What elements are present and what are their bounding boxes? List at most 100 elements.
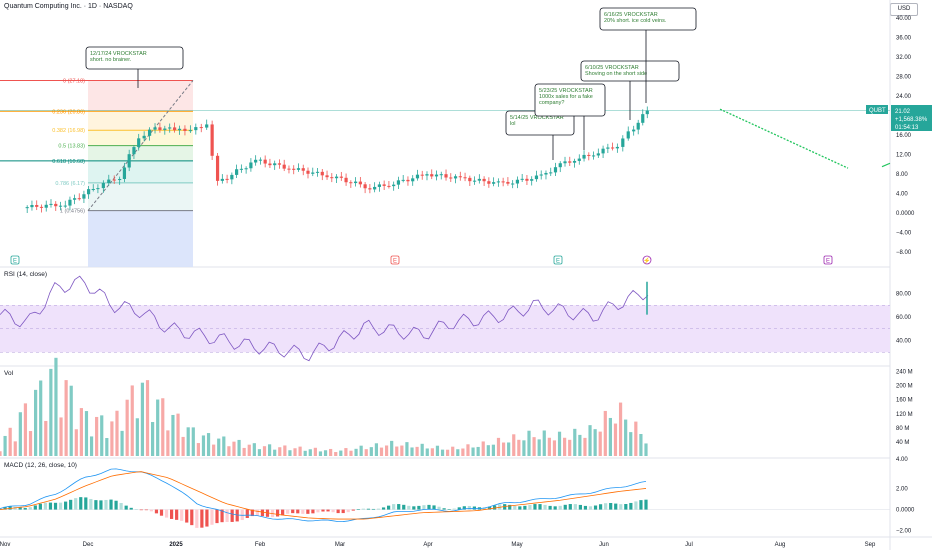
volume-bar: [512, 434, 516, 456]
volume-bar: [486, 445, 490, 456]
candle: [77, 193, 81, 201]
candle: [611, 142, 615, 151]
last-price-tag: QUBT 21.02 +1,568.38% 01:54:13: [866, 105, 932, 131]
volume-bar: [298, 446, 302, 456]
candle: [577, 154, 581, 165]
macd-histogram-bar: [573, 504, 577, 510]
candle: [63, 200, 67, 209]
candle: [311, 167, 315, 177]
candle: [44, 200, 48, 212]
rsi-tick-label: 40.00: [896, 339, 912, 345]
volume-bar: [440, 449, 445, 456]
earnings-marker-icon[interactable]: E: [390, 255, 400, 265]
rsi-tick-label: 80.00: [896, 292, 912, 298]
candle: [230, 172, 234, 185]
macd-histogram-bar: [619, 504, 623, 510]
candle: [553, 162, 558, 177]
vol-label: Vol: [4, 370, 14, 377]
macd-histogram-bar: [533, 504, 537, 510]
macd-histogram-bar: [195, 509, 199, 528]
event-markers: E E E ⚡ E: [10, 255, 833, 265]
volume-bar: [578, 434, 582, 456]
macd-histogram-bar: [119, 503, 123, 510]
earnings-marker-icon[interactable]: E: [553, 255, 563, 265]
macd-histogram-bar: [225, 509, 229, 522]
macd-histogram-bar: [387, 505, 391, 510]
candle: [587, 152, 591, 161]
price-tick-label: 16.00: [896, 133, 912, 139]
candle: [225, 174, 229, 184]
macd-histogram-bar: [442, 508, 446, 510]
earnings-marker-icon[interactable]: E: [823, 255, 833, 265]
volume-bar: [3, 435, 7, 456]
fibonacci-retracement[interactable]: 0 (27.18) 0.236 (20.86) 0.382 (16.98) 0.5 (…: [0, 78, 890, 267]
volume-bar: [537, 439, 541, 456]
time-tick-label: Apr: [423, 542, 432, 548]
price-axis: 40.00 36.00 32.00 28.00 24.00 16.00 12.00 8.00 4…: [896, 16, 915, 256]
macd-histogram-bar: [316, 509, 320, 513]
volume-bar: [100, 415, 104, 456]
volume-tick-label: 120 M: [896, 412, 913, 418]
dividend-flash-icon[interactable]: ⚡: [642, 255, 652, 265]
volume-bar: [359, 445, 363, 456]
candle: [296, 163, 301, 172]
price-tick-label: 40.00: [896, 16, 912, 22]
candle: [188, 125, 192, 133]
candle: [544, 170, 548, 180]
volume-bar: [18, 412, 22, 456]
macd-histogram-bar: [326, 509, 330, 512]
svg-text:E: E: [13, 259, 17, 265]
time-tick-label: 2025: [169, 542, 183, 548]
volume-bar: [150, 422, 155, 456]
fib-zone: [88, 111, 193, 131]
volume-bar: [247, 444, 251, 456]
candle: [492, 177, 496, 187]
volume-bar: [354, 448, 358, 456]
volume-bar: [349, 450, 353, 456]
volume-bar: [115, 410, 119, 456]
candle: [292, 165, 296, 175]
candle: [482, 176, 486, 186]
candle: [158, 122, 162, 133]
macd-histogram-bar: [614, 503, 618, 510]
candle: [306, 167, 310, 179]
macd-histogram-bar: [422, 505, 426, 510]
volume-bar: [201, 435, 206, 456]
time-tick-label: Feb: [255, 542, 266, 548]
volume-bar: [542, 430, 546, 456]
volume-bar: [395, 446, 399, 456]
candle: [173, 122, 177, 133]
macd-histogram-bar: [371, 508, 376, 510]
fib-level-label: 0.382 (16.98): [52, 128, 85, 134]
volume-bar: [130, 385, 134, 456]
fib-level-label: 0.5 (13.83): [58, 144, 85, 150]
volume-bar: [222, 436, 226, 456]
candle: [86, 185, 91, 199]
projection-line[interactable]: [719, 108, 891, 169]
macd-histogram-bar: [84, 497, 88, 510]
candle: [282, 159, 286, 172]
candle: [277, 159, 282, 169]
candle: [199, 123, 203, 133]
rsi-line: [0, 275, 649, 362]
macd-histogram-bar: [33, 505, 37, 510]
projection-tick: [881, 162, 891, 168]
macd-histogram-bar: [74, 498, 78, 510]
candle: [244, 166, 248, 174]
volume-bar: [217, 438, 221, 456]
candle: [472, 176, 477, 185]
earnings-marker-icon[interactable]: E: [10, 255, 20, 265]
projection-down-line[interactable]: [719, 108, 849, 169]
candle: [636, 119, 640, 135]
candle: [127, 149, 131, 172]
volume-bar: [517, 439, 521, 456]
volume-bar: [166, 430, 170, 456]
macd-tick-label: 0.0000: [896, 508, 915, 514]
